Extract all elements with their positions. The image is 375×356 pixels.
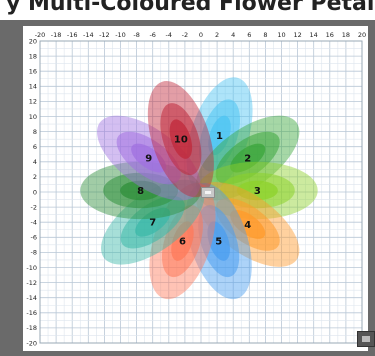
petal-4-layer-3 <box>230 210 266 239</box>
y-tick-label: -10 <box>26 264 37 272</box>
x-tick-label: 14 <box>310 31 318 39</box>
petal-5 <box>185 182 252 300</box>
petal-3-layer-3 <box>236 180 278 201</box>
x-tick-label: -14 <box>83 31 94 39</box>
x-tick-label: -8 <box>133 31 139 39</box>
petal-7 <box>101 179 205 265</box>
y-tick-label: 6 <box>33 143 37 151</box>
x-tick-label: 0 <box>199 31 203 39</box>
x-tick-label: 10 <box>277 31 285 39</box>
petal-2 <box>196 115 300 201</box>
petal-10 <box>147 81 214 198</box>
y-tick-label: -8 <box>31 249 37 257</box>
x-tick-label: 18 <box>342 31 350 39</box>
x-tick-label: -6 <box>149 31 155 39</box>
petal-label-1: 1 <box>216 131 223 142</box>
chart-panel: 1 2 3 4 5 6 7 8 9 10 -20 -18 -16 -14 -12 -10 -8 -6 -4 -2 0 2… <box>23 26 375 351</box>
petal-label-8: 8 <box>137 186 144 197</box>
petal-label-3: 3 <box>254 186 261 197</box>
y-tick-label: -14 <box>26 294 37 302</box>
x-tick-label: 6 <box>247 31 251 39</box>
petal-6-layer-3 <box>171 221 194 261</box>
x-tick-label: 12 <box>293 31 301 39</box>
x-tick-label: -18 <box>51 31 62 39</box>
x-tick-label: -12 <box>99 31 110 39</box>
petal-2-layer-3 <box>230 143 266 173</box>
petal-label-4: 4 <box>244 220 251 231</box>
x-tick-label: -2 <box>182 31 188 39</box>
x-tick-label: -4 <box>166 31 172 39</box>
petal-label-6: 6 <box>179 237 186 248</box>
petal-label-9: 9 <box>145 154 152 165</box>
y-tick-label: 0 <box>33 188 37 196</box>
y-tick-label: -16 <box>26 309 37 317</box>
x-tick-label: 16 <box>326 31 334 39</box>
y-tick-label: 18 <box>29 52 37 60</box>
x-tick-label: -20 <box>35 31 46 39</box>
petal-5-layer-3 <box>207 221 230 261</box>
y-tick-label: 20 <box>29 37 37 45</box>
y-tick-label: 16 <box>29 68 37 76</box>
y-tick-label: -6 <box>31 234 37 242</box>
y-tick-label: -20 <box>26 339 37 347</box>
x-tick-label: 2 <box>215 31 219 39</box>
x-tick-label: 20 <box>358 31 366 39</box>
petal-4 <box>196 182 300 267</box>
x-tick-label: -10 <box>115 31 126 39</box>
petal-label-2: 2 <box>244 154 251 165</box>
petal-9-layer-3 <box>131 143 167 173</box>
plot-border <box>39 40 363 344</box>
center-handle-button[interactable] <box>201 187 215 198</box>
y-tick-label: -2 <box>31 203 37 211</box>
resize-corner-button[interactable] <box>357 331 375 347</box>
petals <box>80 77 318 300</box>
x-tick-label: 8 <box>263 31 267 39</box>
petal-9 <box>97 115 201 201</box>
y-tick-label: 14 <box>29 83 37 91</box>
y-tick-label: 10 <box>29 113 37 121</box>
petal-8-layer-3 <box>120 180 162 201</box>
y-tick-label: 4 <box>33 158 37 166</box>
y-tick-label: 12 <box>29 98 37 106</box>
petal-10-layer-3 <box>169 119 193 159</box>
y-tick-label: -12 <box>26 279 37 287</box>
petal-7-layer-3 <box>135 207 171 237</box>
y-tick-label: 2 <box>33 173 37 181</box>
petal-3 <box>196 161 318 220</box>
title-strip: y Multi-Coloured Flower Petal <box>0 0 375 20</box>
petal-labels: 1 2 3 4 5 6 7 8 9 10 <box>137 131 261 248</box>
petal-1-layer-3 <box>208 115 231 156</box>
page-title: y Multi-Coloured Flower Petal <box>6 0 375 16</box>
x-tick-label: 4 <box>231 31 235 39</box>
petal-label-7: 7 <box>149 218 156 229</box>
y-tick-label: 8 <box>33 128 37 136</box>
petal-label-5: 5 <box>215 237 222 248</box>
tick-labels: -20 -18 -16 -14 -12 -10 -8 -6 -4 -2 0 2 4 6 8 10 12 14 16 1… <box>26 31 366 347</box>
petal-label-10: 10 <box>174 135 188 146</box>
x-tick-label: -16 <box>67 31 78 39</box>
y-tick-label: -4 <box>31 219 37 227</box>
y-tick-label: -18 <box>26 324 37 332</box>
